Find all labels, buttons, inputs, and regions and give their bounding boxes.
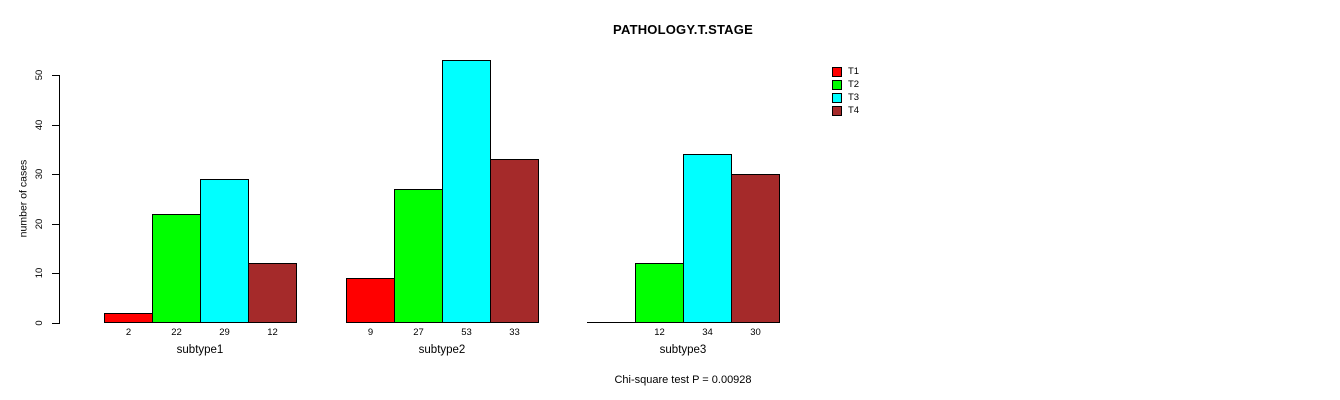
y-tick-label: 50 xyxy=(34,69,45,81)
bar-t1-subtype2 xyxy=(346,278,395,323)
chi-square-annotation: Chi-square test P = 0.00928 xyxy=(614,374,752,386)
bar-value-label: 12 xyxy=(654,327,665,338)
x-category-label: subtype1 xyxy=(176,344,224,356)
y-axis-tick xyxy=(52,125,59,126)
bar-value-label xyxy=(587,327,636,338)
bar-t2-subtype1 xyxy=(152,214,201,323)
bar-value-label: 30 xyxy=(750,327,761,338)
bar-t1-subtype1 xyxy=(104,313,153,323)
x-category-label: subtype3 xyxy=(659,344,707,356)
bar-value-label: 53 xyxy=(461,327,472,338)
chart-title: PATHOLOGY.T.STAGE xyxy=(613,22,753,37)
y-axis-tick xyxy=(52,174,59,175)
bar-value-label: 33 xyxy=(509,327,520,338)
y-axis-tick xyxy=(52,323,59,324)
bar-value-label: 9 xyxy=(367,327,374,338)
y-tick-label: 20 xyxy=(34,218,45,230)
y-tick-label: 40 xyxy=(34,119,45,131)
legend-swatch-t2 xyxy=(832,80,842,90)
y-tick-label: 30 xyxy=(34,168,45,180)
bar-t4-subtype3 xyxy=(731,174,780,323)
bar-value-label: 2 xyxy=(125,327,132,338)
y-axis-tick xyxy=(52,224,59,225)
legend-label-t4: T4 xyxy=(848,105,860,116)
legend-label-t3: T3 xyxy=(848,92,860,103)
y-axis-title: number of cases xyxy=(17,159,30,238)
legend-swatch-t4 xyxy=(832,106,842,116)
y-axis-tick xyxy=(52,273,59,274)
bar-t3-subtype3 xyxy=(683,154,732,323)
legend-label-t1: T1 xyxy=(848,66,860,77)
legend-swatch-t1 xyxy=(832,67,842,77)
y-axis-line xyxy=(59,75,60,324)
bar-value-label: 22 xyxy=(171,327,182,338)
legend-swatch-t3 xyxy=(832,93,842,103)
bar-value-label: 27 xyxy=(413,327,424,338)
y-tick-label: 0 xyxy=(34,320,45,326)
y-axis-tick xyxy=(52,75,59,76)
bar-t4-subtype1 xyxy=(248,263,297,323)
y-tick-label: 10 xyxy=(34,267,45,279)
bar-t3-subtype1 xyxy=(200,179,249,323)
bar-t1-subtype3 xyxy=(587,322,636,323)
bar-t2-subtype2 xyxy=(394,189,443,323)
bar-t2-subtype3 xyxy=(635,263,684,323)
bar-value-label: 29 xyxy=(219,327,230,338)
bar-t3-subtype2 xyxy=(442,60,491,323)
bar-t4-subtype2 xyxy=(490,159,539,323)
bar-value-label: 34 xyxy=(702,327,713,338)
x-category-label: subtype2 xyxy=(418,344,466,356)
bar-value-label: 12 xyxy=(267,327,278,338)
legend-label-t2: T2 xyxy=(848,79,860,90)
